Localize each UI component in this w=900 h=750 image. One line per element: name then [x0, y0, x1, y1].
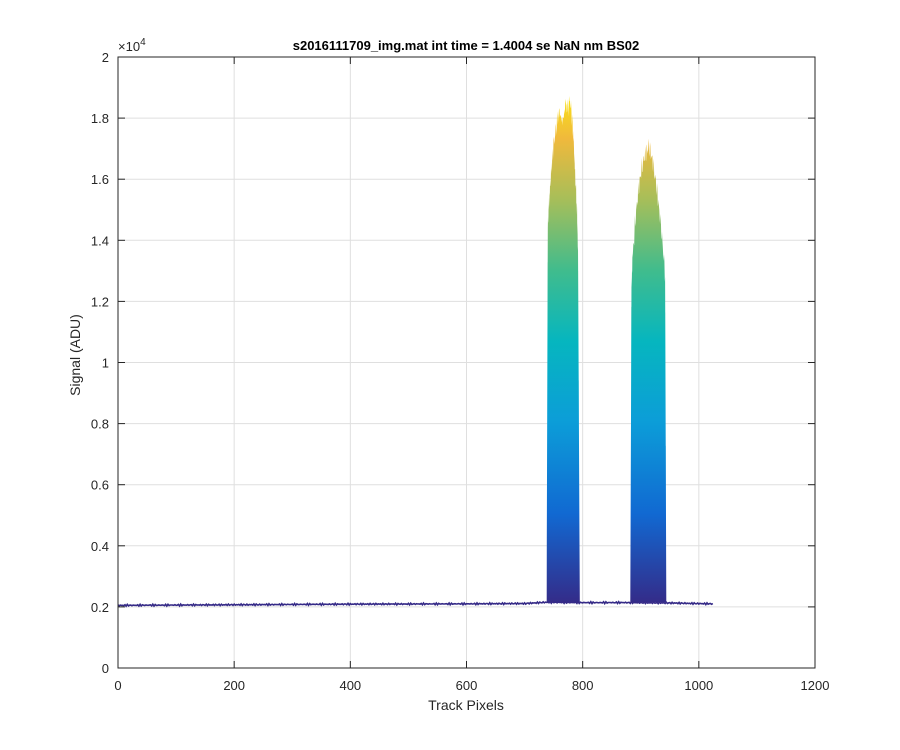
y-tick-label: 1	[102, 356, 109, 371]
data-layer	[117, 96, 714, 608]
y-tick-label: 0.2	[91, 600, 109, 615]
baseline-trace	[117, 600, 714, 608]
x-tick-label: 800	[572, 678, 594, 693]
y-tick-label: 1.8	[91, 111, 109, 126]
y-exponent-label: ×104	[118, 37, 146, 54]
x-tick-label: 1200	[801, 678, 830, 693]
y-tick-label: 1.2	[91, 294, 109, 309]
y-tick-label: 1.4	[91, 233, 109, 248]
y-tick-label: 2	[102, 50, 109, 65]
x-tick-label: 1000	[684, 678, 713, 693]
x-tick-label: 400	[339, 678, 361, 693]
x-tick-label: 600	[456, 678, 478, 693]
x-axis-label: Track Pixels	[428, 697, 504, 713]
y-tick-label: 0.8	[91, 417, 109, 432]
x-tick-label: 0	[114, 678, 121, 693]
y-axis-label: Signal (ADU)	[67, 314, 83, 396]
y-tick-label: 0	[102, 661, 109, 676]
y-tick-label: 0.6	[91, 478, 109, 493]
tick-labels: 0 200 400 600 800 1000 1200 0 0.2 0.4 0.6 0.8 1 1.2 1.…	[91, 50, 830, 693]
y-exponent-power: 4	[140, 37, 146, 48]
y-exponent-base: ×10	[118, 39, 140, 54]
y-tick-label: 1.6	[91, 172, 109, 187]
ticks	[117, 56, 816, 669]
grid	[118, 57, 815, 668]
y-tick-label: 0.4	[91, 539, 109, 554]
chart-title: s2016111709_img.mat int time = 1.4004 se…	[293, 38, 640, 53]
x-tick-label: 200	[223, 678, 245, 693]
